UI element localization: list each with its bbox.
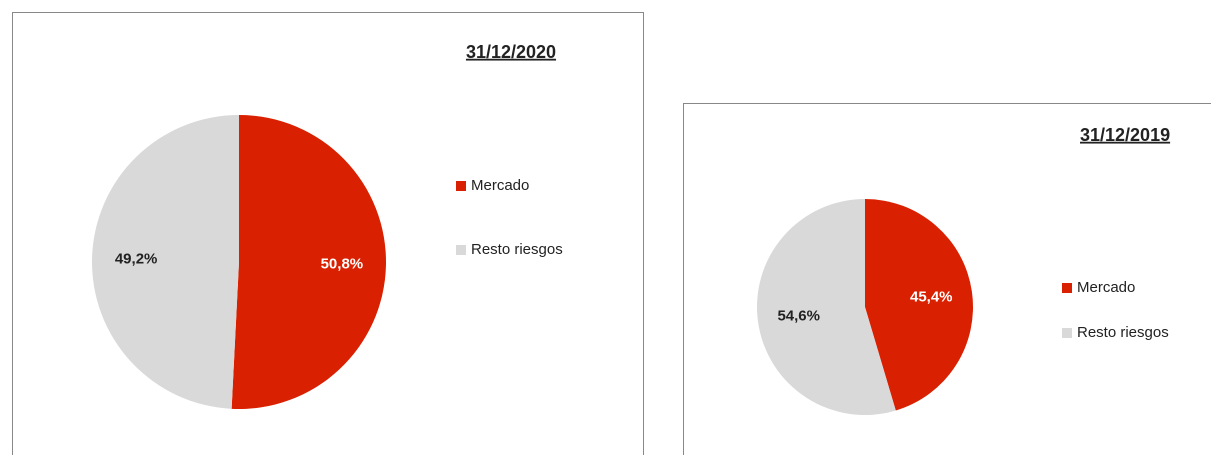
legend-swatch: [1062, 283, 1072, 293]
pie-slice: [231, 115, 387, 410]
legend-swatch: [1062, 328, 1072, 338]
legend-label: Resto riesgos: [1077, 324, 1169, 341]
chart-title: 31/12/2019: [1080, 125, 1170, 145]
legend-swatch: [456, 181, 466, 191]
legend-label: Mercado: [1077, 279, 1135, 296]
legend-label: Mercado: [471, 177, 529, 194]
data-label: 54,6%: [777, 308, 820, 325]
pie-slice: [92, 115, 239, 409]
chart-frame: [683, 103, 1211, 455]
legend-label: Resto riesgos: [471, 241, 563, 258]
pie-slice: [757, 199, 896, 415]
chart-title: 31/12/2020: [466, 42, 556, 62]
data-label: 45,4%: [910, 288, 953, 305]
data-label: 49,2%: [115, 250, 158, 267]
data-label: 50,8%: [321, 256, 364, 273]
pie-slice: [865, 199, 974, 411]
chart-frame: [12, 12, 644, 455]
legend-swatch: [456, 245, 466, 255]
